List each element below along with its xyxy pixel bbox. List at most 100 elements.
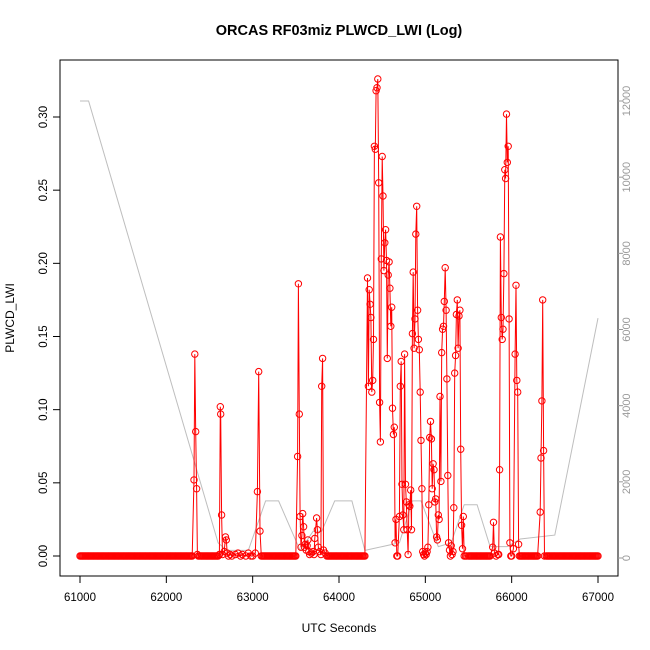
data-point: [375, 398, 384, 407]
data-point: [495, 550, 503, 559]
data-point: [537, 454, 545, 462]
data-point: [539, 296, 547, 304]
x-tick-label: 66000: [496, 592, 528, 604]
data-point: [405, 501, 413, 509]
data-point: [538, 397, 546, 405]
data-point: [497, 313, 505, 322]
data-point: [388, 404, 397, 412]
data-point: [366, 300, 374, 308]
data-point: [388, 303, 396, 311]
altitude-line: [80, 100, 599, 552]
data-point: [299, 509, 307, 518]
data-point: [448, 550, 456, 559]
data-point: [415, 346, 423, 354]
y-tick-label: 0.25: [38, 179, 50, 201]
data-point: [424, 543, 432, 551]
data-point: [304, 536, 312, 544]
data-point: [378, 152, 386, 161]
data-point: [422, 550, 430, 559]
data-point: [458, 545, 467, 553]
right-tick-label: 10000: [621, 162, 633, 193]
data-point: [407, 526, 416, 534]
data-point: [440, 297, 448, 306]
data-point: [298, 531, 306, 540]
data-point: [361, 552, 369, 560]
data-point: [293, 452, 302, 461]
data-point: [390, 423, 398, 431]
data-point: [369, 376, 377, 385]
data-point: [216, 403, 225, 411]
y-axis-label: PLWCD_LWI: [3, 283, 17, 353]
right-tick-label: 12000: [621, 86, 633, 117]
data-point: [372, 87, 380, 95]
data-point: [506, 539, 514, 547]
data-point: [426, 417, 435, 426]
data-point: [418, 485, 426, 493]
data-point: [376, 438, 385, 446]
data-point: [363, 274, 372, 282]
data-point: [426, 433, 434, 442]
data-point: [383, 354, 391, 363]
x-axis: 61000 62000 63000 64000 65000 66000 67000: [64, 575, 614, 604]
data-point: [312, 514, 321, 522]
data-point: [367, 313, 375, 322]
data-point: [214, 552, 222, 560]
data-point: [413, 306, 422, 314]
data-point: [374, 75, 382, 83]
data-point: [364, 382, 373, 390]
data-point: [256, 527, 264, 535]
data-point: [496, 233, 505, 241]
data-point: [442, 306, 450, 314]
data-point: [369, 335, 378, 344]
data-point: [192, 427, 200, 436]
plot-frame: [59, 59, 619, 577]
data-point: [404, 550, 412, 559]
data-point: [386, 284, 394, 292]
data-point: [512, 281, 520, 289]
data-point: [423, 547, 431, 556]
data-point: [457, 521, 466, 529]
data-point: [438, 325, 447, 333]
data-point: [428, 485, 436, 493]
data-point: [228, 552, 236, 560]
data-point: [454, 344, 462, 352]
data-point: [504, 142, 512, 151]
y-tick-label: 0.20: [38, 252, 50, 274]
data-point: [502, 110, 511, 118]
data-point: [438, 348, 446, 357]
data-point: [489, 518, 498, 526]
data-point: [368, 388, 376, 396]
data-point: [444, 471, 452, 480]
data-point: [371, 145, 379, 153]
right-tick-label: 0: [621, 555, 633, 561]
data-point: [451, 369, 459, 377]
data-point: [511, 350, 519, 358]
data-point: [513, 376, 521, 385]
x-tick-label: 61000: [64, 592, 96, 604]
data-point: [192, 485, 201, 493]
data-point: [251, 549, 260, 557]
data-point: [391, 539, 399, 547]
data-point: [398, 480, 406, 488]
data-point: [431, 498, 439, 506]
data-point: [294, 280, 303, 288]
x-tick-label: 67000: [582, 592, 614, 604]
data-point: [217, 511, 226, 519]
x-tick-label: 65000: [409, 592, 441, 604]
data-point: [514, 388, 522, 396]
data-point: [394, 552, 402, 560]
y-tick-label: 0.10: [38, 398, 50, 420]
data-point: [395, 512, 404, 521]
data-point: [397, 357, 405, 366]
data-point: [399, 511, 407, 519]
data-point: [370, 142, 379, 151]
data-point: [425, 501, 433, 509]
data-point: [224, 552, 233, 560]
data-point: [451, 351, 460, 360]
data-point: [421, 549, 429, 557]
data-point: [539, 446, 548, 455]
data-point: [430, 466, 438, 474]
right-axis: 0 2000 4000 6000 8000 10000 12000: [618, 86, 633, 561]
data-point: [449, 547, 457, 556]
x-axis-label: UTC Seconds: [302, 621, 377, 635]
